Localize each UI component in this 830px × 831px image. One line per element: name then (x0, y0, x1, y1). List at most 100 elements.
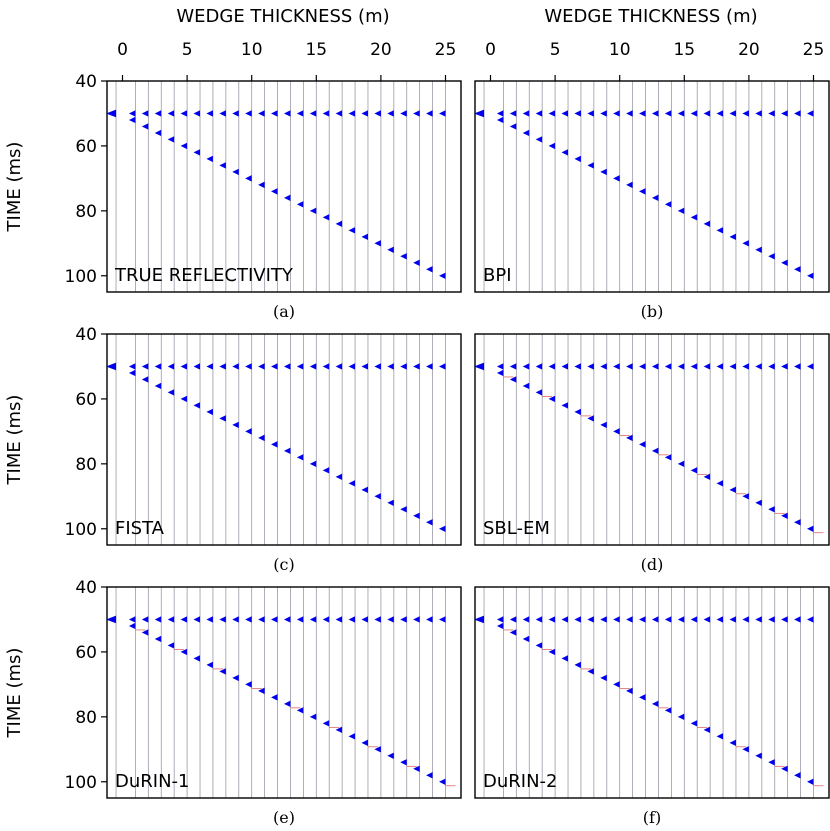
panel-e: 40 60 80 100 TIME (ms) DuRIN-1 (e) (4, 578, 462, 827)
event-marker-top (387, 616, 394, 623)
event-marker-top (413, 616, 420, 623)
event-marker-top (271, 363, 278, 370)
event-marker-top (496, 110, 504, 117)
event-marker-top (768, 110, 775, 117)
plot-area (475, 587, 824, 798)
event-marker-base (128, 116, 136, 124)
panel-f: DuRIN-2 (f) (474, 586, 830, 827)
event-marker-top (374, 363, 381, 370)
event-marker-base (522, 382, 530, 390)
event-marker-base (322, 214, 330, 221)
event-marker-top (400, 616, 407, 623)
plot-area (475, 81, 814, 292)
event-marker-base (374, 240, 381, 247)
event-marker-top (180, 616, 188, 623)
event-marker-base (561, 402, 569, 409)
event-marker-base (438, 272, 446, 279)
event-marker-base (271, 188, 278, 195)
event-marker-base (413, 512, 420, 519)
event-marker-base (496, 622, 504, 630)
event-marker-top (426, 363, 433, 370)
event-marker-top (535, 616, 543, 623)
event-marker-top (639, 110, 646, 117)
event-marker-base (703, 220, 711, 228)
event-marker-top (664, 616, 672, 623)
y-tick-label: 40 (75, 578, 97, 598)
panel-b: 0 5 10 15 20 25 BPI (b) (474, 40, 830, 321)
event-marker-top (128, 616, 136, 623)
event-marker-top (335, 616, 343, 623)
event-marker-base (768, 759, 775, 766)
event-marker-base (245, 175, 252, 182)
event-marker-base (600, 674, 607, 682)
event-marker-base (219, 415, 226, 422)
event-marker-base (535, 389, 543, 396)
event-marker-top (258, 110, 265, 117)
event-marker-base (600, 168, 607, 176)
event-marker-top (245, 616, 252, 623)
event-marker-base (258, 434, 265, 442)
event-marker-base (574, 408, 581, 416)
event-marker-top (180, 363, 188, 370)
event-marker-top (335, 110, 343, 117)
event-marker-base (141, 376, 149, 383)
event-marker-top (574, 110, 581, 117)
event-marker-top (348, 110, 356, 117)
event-marker-top (361, 110, 368, 117)
event-marker-base (548, 648, 556, 656)
y-tick-label: 100 (65, 520, 97, 540)
event-marker-base (677, 713, 685, 721)
event-marker-top (309, 363, 317, 370)
plot-area (107, 587, 456, 798)
x-tick-label: 25 (435, 40, 457, 60)
panel-caption: (d) (641, 555, 664, 574)
event-marker-base (245, 428, 252, 435)
event-marker-base (206, 661, 213, 669)
event-marker-base (587, 668, 594, 675)
event-marker-base (677, 207, 685, 215)
event-marker-base (574, 155, 581, 163)
event-marker-top (509, 363, 517, 370)
event-marker-base (296, 454, 304, 461)
event-marker-base (729, 739, 736, 747)
panel-d: SBL-EM (d) (474, 333, 830, 574)
event-marker-base (755, 499, 762, 506)
event-marker-top (664, 363, 672, 370)
event-marker-top (794, 363, 801, 370)
event-marker-top (400, 110, 407, 117)
event-marker-top (806, 110, 814, 117)
event-marker-top (245, 363, 252, 370)
top-axis-title-left: WEDGE THICKNESS (m) (176, 6, 389, 27)
event-marker-top (426, 616, 433, 623)
event-marker-top (768, 616, 775, 623)
event-marker-top (742, 363, 749, 370)
event-marker-base (141, 123, 149, 130)
event-marker-top (167, 110, 175, 117)
event-marker-top (690, 616, 698, 623)
event-marker-top (167, 363, 175, 370)
event-marker-top (128, 110, 136, 117)
event-marker-base (768, 506, 775, 513)
x-tick-label: 5 (182, 40, 193, 60)
event-marker-base (664, 454, 672, 461)
event-marker-top (107, 615, 117, 624)
event-marker-top (309, 616, 317, 623)
event-marker-base (232, 421, 239, 429)
event-marker-top (742, 110, 749, 117)
event-marker-base (806, 272, 814, 279)
event-marker-base (322, 720, 330, 727)
event-marker-base (348, 733, 356, 740)
panel-frame (106, 80, 462, 293)
panel-frame (106, 586, 462, 799)
event-marker-base (742, 493, 749, 500)
event-marker-top (690, 363, 698, 370)
panel-method-label: BPI (483, 265, 512, 286)
y-tick-label: 100 (65, 267, 97, 287)
event-marker-top (522, 363, 530, 370)
event-marker-top (348, 363, 356, 370)
event-marker-top (387, 110, 394, 117)
event-marker-base (335, 220, 343, 228)
y-tick-label: 40 (75, 325, 97, 345)
event-marker-base (271, 441, 278, 448)
event-marker-top (232, 616, 239, 623)
